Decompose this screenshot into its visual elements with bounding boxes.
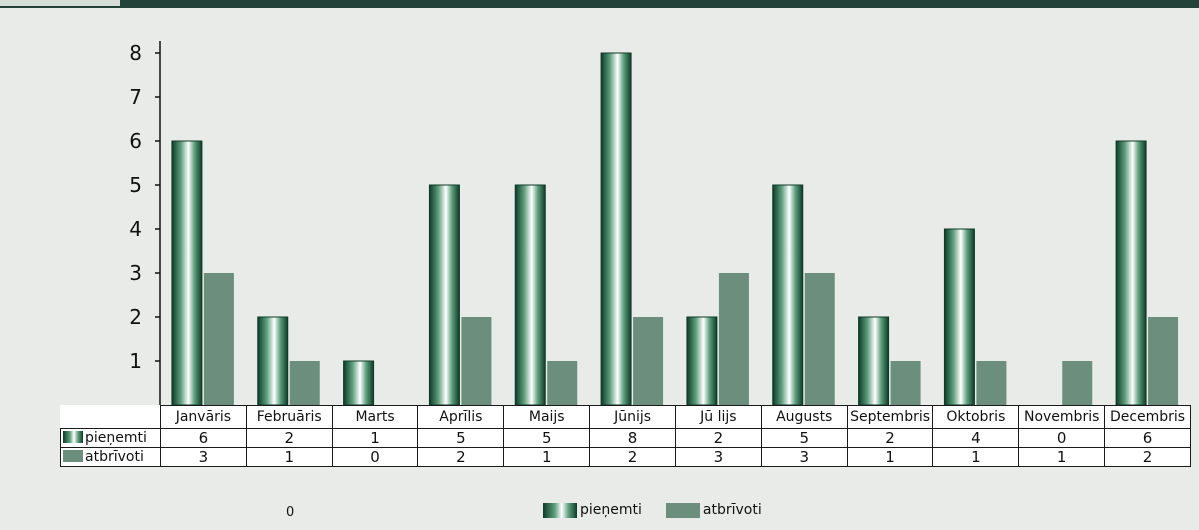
y-tick-label: 3 <box>129 261 142 285</box>
table-cell: 1 <box>932 447 1020 467</box>
row-label-pienemti: pieņemti <box>60 428 161 448</box>
bar-pienemti <box>772 184 804 406</box>
table-cell: 2 <box>245 428 333 448</box>
table-cell: 4 <box>932 428 1020 448</box>
table-cell: 1 <box>846 447 934 467</box>
legend-item-pienemti: pieņemti <box>543 502 642 518</box>
y-tick-label: 5 <box>129 173 142 197</box>
bar-atbrivoti <box>547 361 578 405</box>
bar-pienemti <box>686 316 718 406</box>
top-bar <box>0 0 1199 8</box>
legend: pieņemti atbrīvoti <box>543 502 786 518</box>
bar-pienemti <box>600 52 632 406</box>
table-category-header: Aprīlis <box>417 405 505 429</box>
table-category-header: Maijs <box>503 405 591 429</box>
table-cell: 2 <box>846 428 934 448</box>
data-table: Janvāris Februāris Marts Aprīlis Maijs Jūnijs… <box>60 405 1191 467</box>
bar-atbrivoti <box>804 273 835 405</box>
table-category-header: Jūnijs <box>589 405 676 429</box>
table-category-header: Septembris <box>846 405 934 429</box>
table-cell: 6 <box>1104 428 1191 448</box>
y-tick-label: 4 <box>129 217 142 241</box>
table-cell: 5 <box>417 428 505 448</box>
bar-atbrivoti <box>1148 317 1179 405</box>
table-category-header: Marts <box>331 405 419 429</box>
bar-pienemti <box>943 228 975 406</box>
table-cell: 0 <box>1018 428 1106 448</box>
bar-atbrivoti <box>203 273 234 405</box>
bars-group <box>171 52 1179 406</box>
y-tick-label: 7 <box>129 85 142 109</box>
row-label-text: atbrīvoti <box>85 449 144 465</box>
table-cell: 1 <box>1018 447 1106 467</box>
legend-item-atbrivoti: atbrīvoti <box>665 502 762 518</box>
table-category-header: Augusts <box>760 405 848 429</box>
row-label-atbrivoti: atbrīvoti <box>60 447 161 467</box>
y-tick-label: 6 <box>129 129 142 153</box>
bar-pienemti <box>257 316 289 406</box>
bar-atbrivoti <box>461 317 492 405</box>
table-cell: 2 <box>1104 447 1191 467</box>
bar-atbrivoti <box>976 361 1007 405</box>
bar-atbrivoti <box>890 361 921 405</box>
bar-atbrivoti <box>289 361 320 405</box>
legend-swatch-atbrivoti <box>665 502 700 518</box>
table-category-header: Oktobris <box>932 405 1020 429</box>
legend-swatch-pienemti <box>543 502 577 518</box>
table-cell: 3 <box>760 447 848 467</box>
table-cell: 1 <box>331 428 419 448</box>
bar-atbrivoti <box>1062 361 1093 405</box>
table-category-header: Janvāris <box>160 405 247 429</box>
table-category-header: Februāris <box>245 405 333 429</box>
table-cell: 3 <box>160 447 247 467</box>
bar-pienemti <box>171 140 203 406</box>
bar-pienemti <box>1115 140 1147 406</box>
table-cell: 2 <box>589 447 676 467</box>
bar-atbrivoti <box>718 273 749 405</box>
table-cell: 5 <box>760 428 848 448</box>
pienemti-swatch <box>63 431 83 443</box>
table-header-row: Janvāris Februāris Marts Aprīlis Maijs Jūnijs… <box>60 405 1191 429</box>
table-cell: 6 <box>160 428 247 448</box>
table-category-header: Novembris <box>1018 405 1106 429</box>
table-corner <box>60 405 161 429</box>
table-cell: 2 <box>417 447 505 467</box>
bar-pienemti <box>514 184 546 406</box>
top-bar-tab <box>0 0 120 8</box>
footer-note: 0 <box>286 505 295 520</box>
bar-atbrivoti <box>633 317 664 405</box>
bar-pienemti <box>343 360 375 406</box>
bar-pienemti <box>428 184 460 406</box>
y-tick-label: 1 <box>129 349 142 373</box>
y-axis: 1 2 3 4 5 6 7 8 <box>129 41 161 405</box>
table-cell: 0 <box>331 447 419 467</box>
table-cell: 1 <box>245 447 333 467</box>
atbrivoti-swatch <box>63 450 83 462</box>
legend-label-atbrivoti: atbrīvoti <box>702 502 762 518</box>
bar-pienemti <box>858 316 890 406</box>
table-cell: 3 <box>674 447 762 467</box>
table-cell: 8 <box>589 428 676 448</box>
legend-label-pienemti: pieņemti <box>580 502 642 518</box>
table-cell: 1 <box>503 447 591 467</box>
table-category-header: Jū lijs <box>674 405 762 429</box>
y-tick-label: 8 <box>129 41 142 65</box>
row-label-text: pieņemti <box>85 430 147 446</box>
table-category-header: Decembris <box>1104 405 1191 429</box>
table-cell: 5 <box>503 428 591 448</box>
y-tick-label: 2 <box>129 305 142 329</box>
table-cell: 2 <box>674 428 762 448</box>
